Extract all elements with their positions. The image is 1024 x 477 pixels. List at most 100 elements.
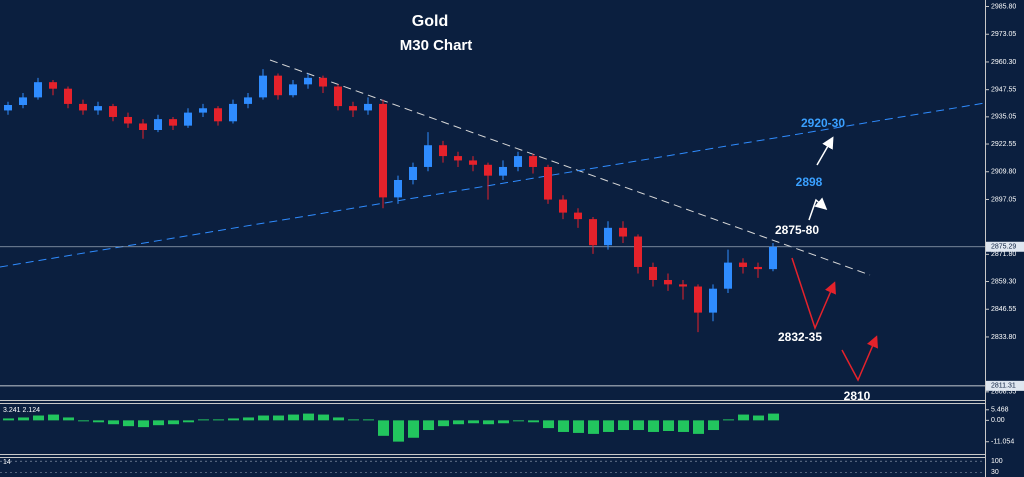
- indicator-bar: [228, 418, 239, 421]
- y-tick-label: 2897.05: [991, 196, 1016, 203]
- candle-body: [634, 236, 642, 267]
- y-tick-label: 2859.30: [991, 278, 1016, 285]
- candle-body: [139, 123, 147, 130]
- candle-body: [34, 82, 42, 98]
- arrow: [808, 197, 828, 221]
- candle-body: [529, 156, 537, 167]
- candle-body: [169, 119, 177, 126]
- annotation: 2920-30: [801, 116, 845, 130]
- annotation: 2832-35: [778, 330, 822, 344]
- annotation: 2898: [796, 175, 823, 189]
- indicator-bar: [693, 420, 704, 434]
- indicator-bar: [3, 418, 14, 421]
- indicator-bar: [378, 420, 389, 436]
- candle-body: [379, 103, 387, 198]
- indicator-bar: [183, 420, 194, 423]
- y-tick-label: 2808.55: [991, 389, 1016, 396]
- candle-body: [199, 108, 207, 113]
- arrow: [791, 257, 836, 331]
- indicator-bar: [393, 420, 404, 442]
- candle-body: [184, 112, 192, 126]
- candle-body: [769, 246, 777, 270]
- indicator-bar: [498, 420, 509, 424]
- indicator-bar: [663, 420, 674, 431]
- price-label-box: [986, 241, 1024, 252]
- indicator-bar: [18, 417, 29, 421]
- candle-body: [484, 164, 492, 176]
- indicator-bar: [348, 419, 359, 421]
- candle-body: [394, 180, 402, 198]
- y-tick-label: 5.468: [991, 407, 1009, 414]
- indicator-bar: [93, 420, 104, 423]
- price-label: 2875.29: [991, 244, 1016, 251]
- candle-body: [514, 156, 522, 167]
- candle-body: [709, 288, 717, 313]
- indicator-bar: [708, 420, 719, 431]
- candle-body: [244, 97, 252, 104]
- candle-body: [544, 166, 552, 200]
- y-tick-label: 2947.55: [991, 87, 1016, 94]
- indicator-bar: [63, 417, 74, 421]
- y-tick-label: 2985.80: [991, 3, 1016, 10]
- candle-body: [229, 103, 237, 122]
- indicator-bar: [438, 420, 449, 427]
- y-tick-label: 2871.80: [991, 251, 1016, 258]
- candle-body: [619, 227, 627, 237]
- indicator-bar: [528, 420, 539, 423]
- candle-body: [439, 145, 447, 157]
- indicator-bar: [678, 420, 689, 432]
- indicator-bar: [48, 414, 59, 421]
- indicator-bar: [288, 414, 299, 421]
- indicator-bar: [618, 420, 629, 431]
- candle-body: [334, 86, 342, 107]
- y-tick-label: 100: [991, 458, 1003, 465]
- candle-body: [349, 106, 357, 111]
- indicator-bar: [153, 420, 164, 426]
- indicator-bar: [588, 420, 599, 434]
- indicator-bar: [363, 419, 374, 421]
- price-label-box: [986, 380, 1024, 391]
- indicator-bar: [558, 420, 569, 432]
- candle-body: [469, 160, 477, 165]
- indicator-bar: [108, 420, 119, 425]
- candle-body: [589, 219, 597, 246]
- price-label: 2811.31: [991, 383, 1016, 390]
- arrow: [816, 136, 834, 166]
- candle-body: [649, 266, 657, 280]
- candle-body: [754, 266, 762, 270]
- indicator-label: 14: [3, 459, 11, 466]
- y-tick-label: 2833.80: [991, 334, 1016, 341]
- indicator-bar: [333, 417, 344, 421]
- candle-body: [259, 75, 267, 98]
- y-tick-label: 2960.30: [991, 59, 1016, 66]
- indicator-bar: [513, 420, 524, 422]
- candle-body: [94, 106, 102, 111]
- indicator-bar: [123, 420, 134, 427]
- indicator-bar: [258, 415, 269, 421]
- indicator-bar: [603, 420, 614, 432]
- candle-body: [319, 77, 327, 87]
- candle-body: [679, 284, 687, 287]
- indicator-bar: [483, 420, 494, 425]
- y-tick-label: 2909.80: [991, 169, 1016, 176]
- indicator-bar: [168, 420, 179, 425]
- chart-title: Gold: [412, 13, 448, 30]
- indicator-bar: [408, 420, 419, 438]
- candle-body: [109, 106, 117, 117]
- y-tick-label: 30: [991, 469, 999, 476]
- candle-body: [289, 84, 297, 96]
- y-tick-label: 2973.05: [991, 31, 1016, 38]
- indicator-bar: [138, 420, 149, 428]
- candle-body: [124, 116, 132, 124]
- candle-body: [364, 103, 372, 111]
- y-tick-label: -11.054: [991, 439, 1014, 446]
- indicator-bar: [468, 420, 479, 424]
- candle-body: [694, 286, 702, 313]
- arrow: [841, 335, 878, 382]
- candle-body: [724, 262, 732, 289]
- candle-body: [424, 145, 432, 167]
- candle-body: [559, 199, 567, 213]
- chart-subtitle: M30 Chart: [400, 37, 473, 54]
